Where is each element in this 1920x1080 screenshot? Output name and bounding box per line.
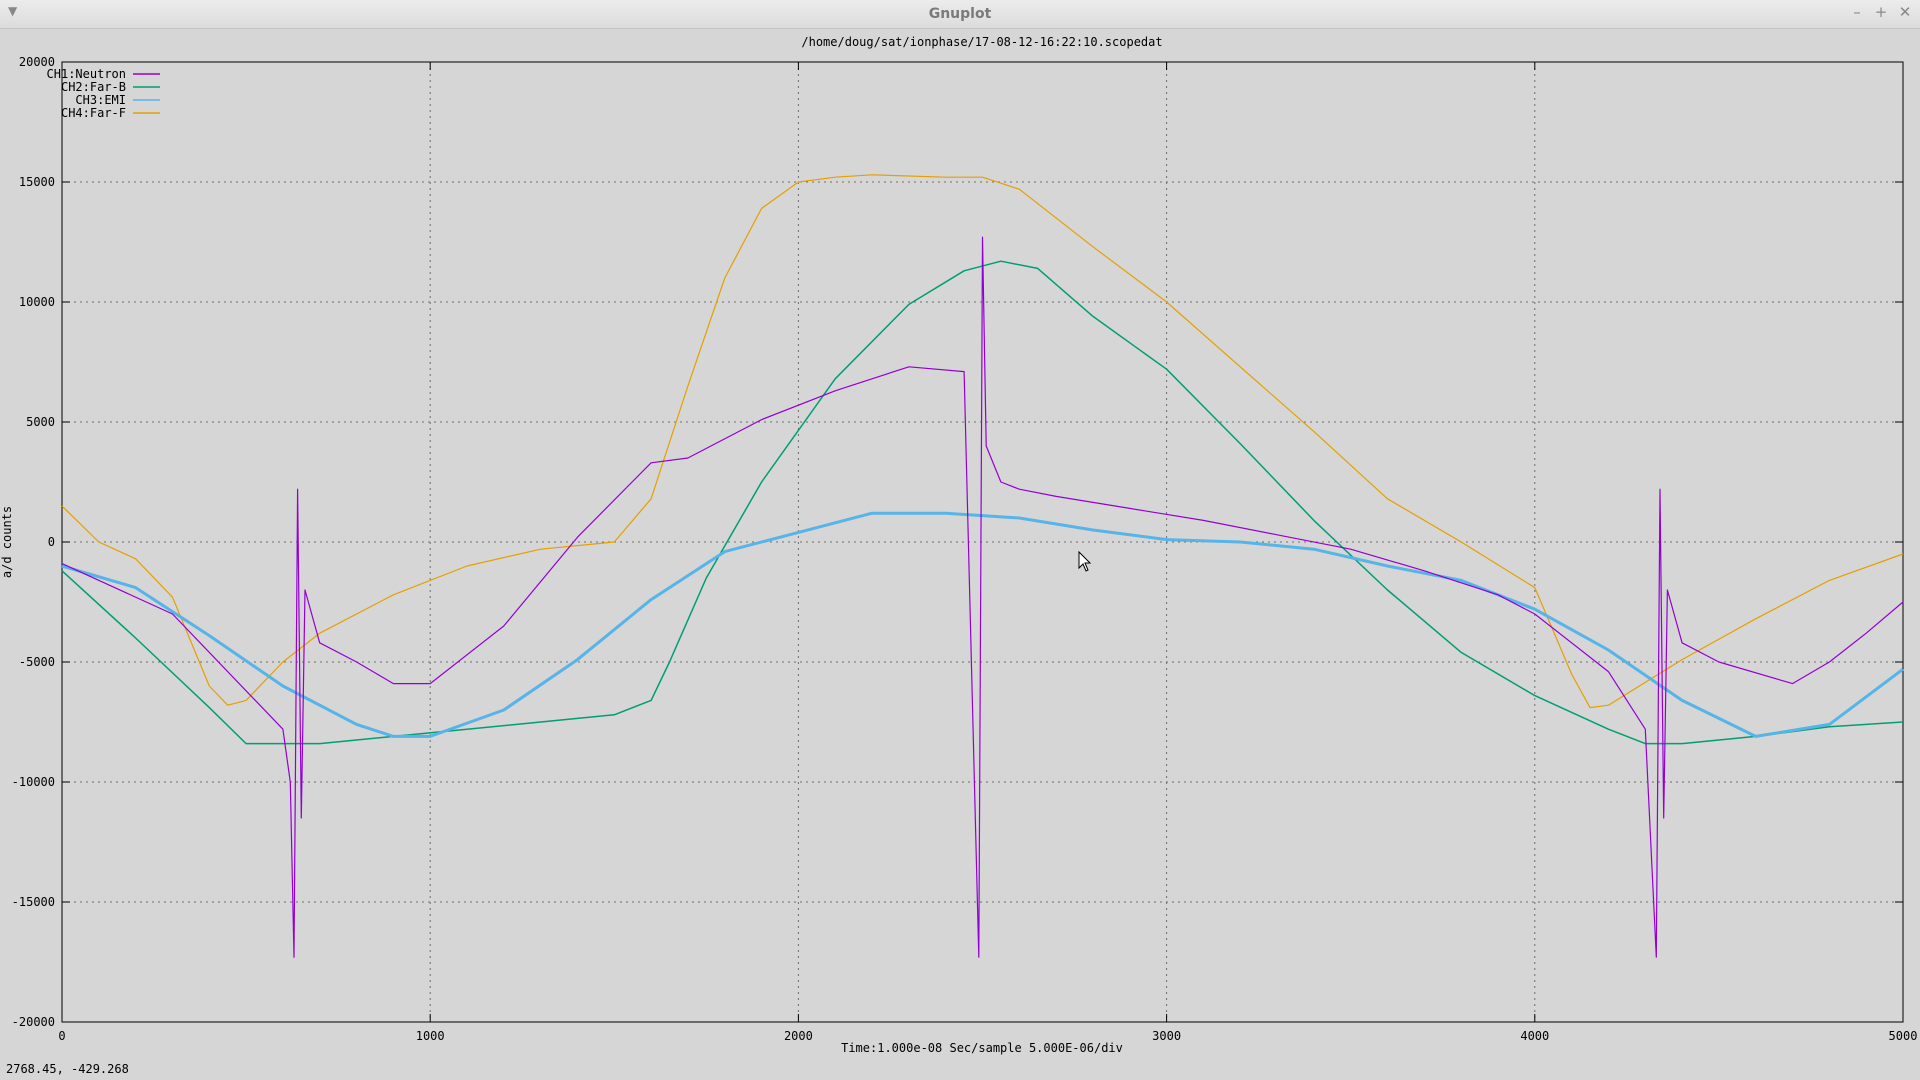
x-axis-label: Time:1.000e-08 Sec/sample 5.000E-06/div (841, 1041, 1123, 1055)
maximize-button[interactable]: + (1874, 3, 1888, 21)
series-line-0 (61, 236, 1904, 958)
chart-title: /home/doug/sat/ionphase/17-08-12-16:22:1… (801, 35, 1162, 49)
y-tick-label: -5000 (19, 655, 55, 669)
minimize-button[interactable]: – (1853, 3, 1861, 21)
y-tick-label: -20000 (12, 1015, 55, 1029)
y-tick-label: 5000 (26, 415, 55, 429)
y-tick-label: 15000 (19, 175, 55, 189)
axis-ticks: 0 1000 2000 3000 4000 5000 -20000 -15000 -10000 -… (12, 55, 1918, 1043)
legend-label: CH3:EMI (75, 93, 126, 107)
x-tick-label: 3000 (1152, 1029, 1181, 1043)
legend-label: CH1:Neutron (47, 67, 126, 81)
series-line-2 (61, 511, 1904, 738)
plot-canvas[interactable]: 0 1000 2000 3000 4000 5000 -20000 -15000 -10000 -… (0, 28, 1920, 1058)
close-button[interactable]: ✕ (1898, 3, 1912, 21)
x-tick-label: 2000 (784, 1029, 813, 1043)
legend-label: CH2:Far-B (61, 80, 126, 94)
legend-label: CH4:Far-F (61, 106, 126, 120)
y-tick-label: 0 (48, 535, 55, 549)
x-tick-label: 1000 (416, 1029, 445, 1043)
x-tick-label: 0 (58, 1029, 65, 1043)
y-axis-label: a/d counts (0, 506, 14, 578)
series-lines (61, 174, 1904, 958)
window-menu-icon[interactable]: ▼ (8, 4, 18, 18)
series-line-3 (61, 174, 1904, 709)
y-tick-label: 20000 (19, 55, 55, 69)
window-titlebar: ▼ Gnuplot – + ✕ (0, 0, 1920, 29)
x-tick-label: 5000 (1889, 1029, 1918, 1043)
window-title: Gnuplot (928, 6, 992, 22)
y-tick-label: -10000 (12, 775, 55, 789)
y-tick-label: -15000 (12, 895, 55, 909)
cursor-coordinates: 2768.45, -429.268 (6, 1062, 129, 1076)
x-tick-label: 4000 (1520, 1029, 1549, 1043)
mouse-cursor-icon (1078, 550, 1092, 572)
plot-grid (62, 62, 1903, 1022)
y-tick-label: 10000 (19, 295, 55, 309)
